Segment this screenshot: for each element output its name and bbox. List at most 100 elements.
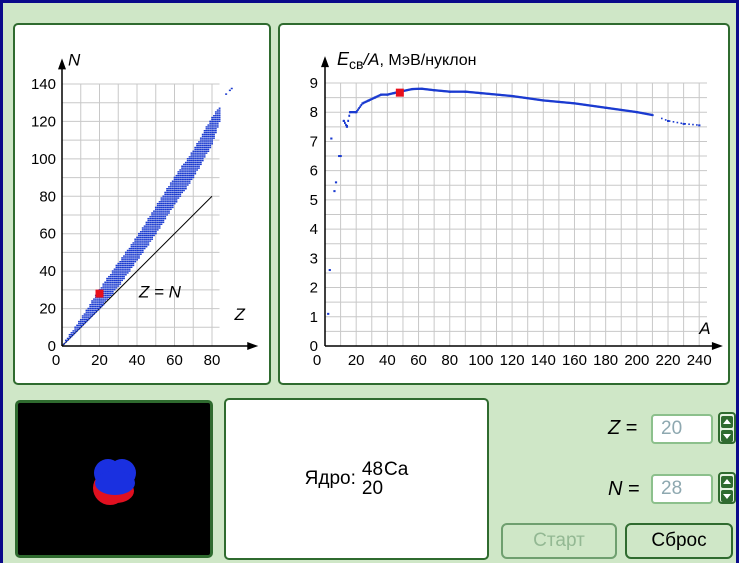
data-point	[211, 120, 213, 123]
data-point	[484, 92, 487, 95]
data-point	[186, 176, 189, 179]
n-stepper[interactable]	[718, 472, 736, 504]
data-point	[128, 247, 131, 250]
z-input[interactable]: 20	[651, 414, 713, 444]
data-point	[228, 89, 231, 92]
data-point	[94, 304, 97, 306]
data-point	[192, 171, 195, 173]
data-point	[153, 227, 155, 229]
data-point	[429, 88, 431, 91]
data-point	[394, 91, 397, 94]
start-button[interactable]: Старт	[501, 523, 617, 559]
data-point	[199, 159, 202, 162]
data-point	[91, 300, 93, 302]
data-point	[535, 98, 537, 101]
data-point	[192, 154, 195, 156]
data-point	[109, 285, 112, 287]
data-point	[104, 287, 107, 289]
data-point	[139, 249, 142, 252]
data-point	[162, 216, 165, 218]
data-point	[209, 133, 212, 136]
data-point	[138, 251, 140, 254]
data-point	[603, 106, 606, 109]
data-point	[115, 287, 118, 289]
data-point	[126, 249, 129, 252]
x-tick-label: 0	[52, 352, 60, 369]
data-point	[119, 272, 122, 274]
data-point	[173, 178, 176, 181]
z-stepper[interactable]	[718, 412, 736, 444]
n-label: N =	[608, 478, 640, 500]
data-point	[149, 236, 152, 239]
y-axis-label: Eсв/A, МэВ/нуклон	[337, 49, 476, 72]
data-point	[382, 93, 385, 96]
data-point	[344, 121, 346, 125]
data-point	[113, 285, 116, 287]
data-point	[623, 109, 626, 112]
data-point	[600, 106, 603, 109]
data-point	[136, 238, 138, 240]
data-point	[64, 341, 67, 343]
z-increment-icon[interactable]	[721, 416, 733, 428]
data-point	[136, 257, 138, 259]
x-tick-label: 80	[204, 352, 221, 369]
data-point	[525, 96, 527, 100]
data-point	[160, 216, 163, 218]
data-point	[106, 298, 108, 300]
y-tick-label: 0	[310, 338, 318, 355]
data-point	[106, 290, 108, 293]
data-point	[130, 264, 133, 267]
n-decrement-icon[interactable]	[721, 490, 733, 502]
data-point	[168, 210, 170, 212]
data-point	[98, 302, 101, 304]
data-point	[169, 195, 172, 197]
data-point	[93, 305, 95, 308]
n-increment-icon[interactable]	[721, 476, 733, 488]
data-point	[530, 97, 533, 100]
data-point	[414, 87, 417, 91]
data-point	[143, 244, 146, 246]
data-point	[177, 178, 180, 181]
current-nucleus-marker	[95, 289, 104, 298]
data-point	[491, 93, 494, 96]
data-point	[179, 174, 182, 177]
data-point	[190, 171, 193, 173]
data-point	[141, 229, 144, 231]
data-point	[115, 275, 118, 278]
data-point	[211, 131, 213, 134]
data-point	[126, 270, 129, 272]
data-point	[171, 201, 174, 203]
data-point	[431, 88, 434, 92]
data-point	[115, 270, 118, 272]
data-point	[143, 232, 146, 235]
data-point	[147, 221, 150, 224]
data-point	[183, 174, 185, 177]
data-point	[643, 112, 645, 115]
data-point	[177, 174, 180, 177]
data-point	[205, 143, 208, 145]
data-point	[81, 319, 84, 321]
data-point	[132, 264, 135, 267]
data-point	[98, 307, 101, 310]
data-point	[109, 290, 112, 293]
data-point	[536, 98, 538, 101]
data-point	[194, 159, 197, 162]
reset-button[interactable]: Сброс	[625, 523, 733, 559]
z-decrement-icon[interactable]	[721, 430, 733, 442]
data-point	[158, 204, 161, 207]
data-point	[201, 141, 204, 143]
data-point	[141, 246, 144, 248]
data-point	[169, 193, 172, 196]
n-input[interactable]: 28	[651, 474, 713, 504]
data-point	[158, 227, 161, 229]
data-point	[416, 87, 418, 90]
data-point	[151, 236, 153, 239]
data-point	[126, 262, 129, 265]
y-tick-label: 2	[310, 280, 318, 297]
data-point	[450, 90, 453, 93]
data-point	[138, 232, 140, 235]
data-point	[119, 277, 122, 280]
data-point	[141, 227, 144, 229]
data-point	[578, 102, 581, 106]
data-point	[123, 275, 125, 278]
